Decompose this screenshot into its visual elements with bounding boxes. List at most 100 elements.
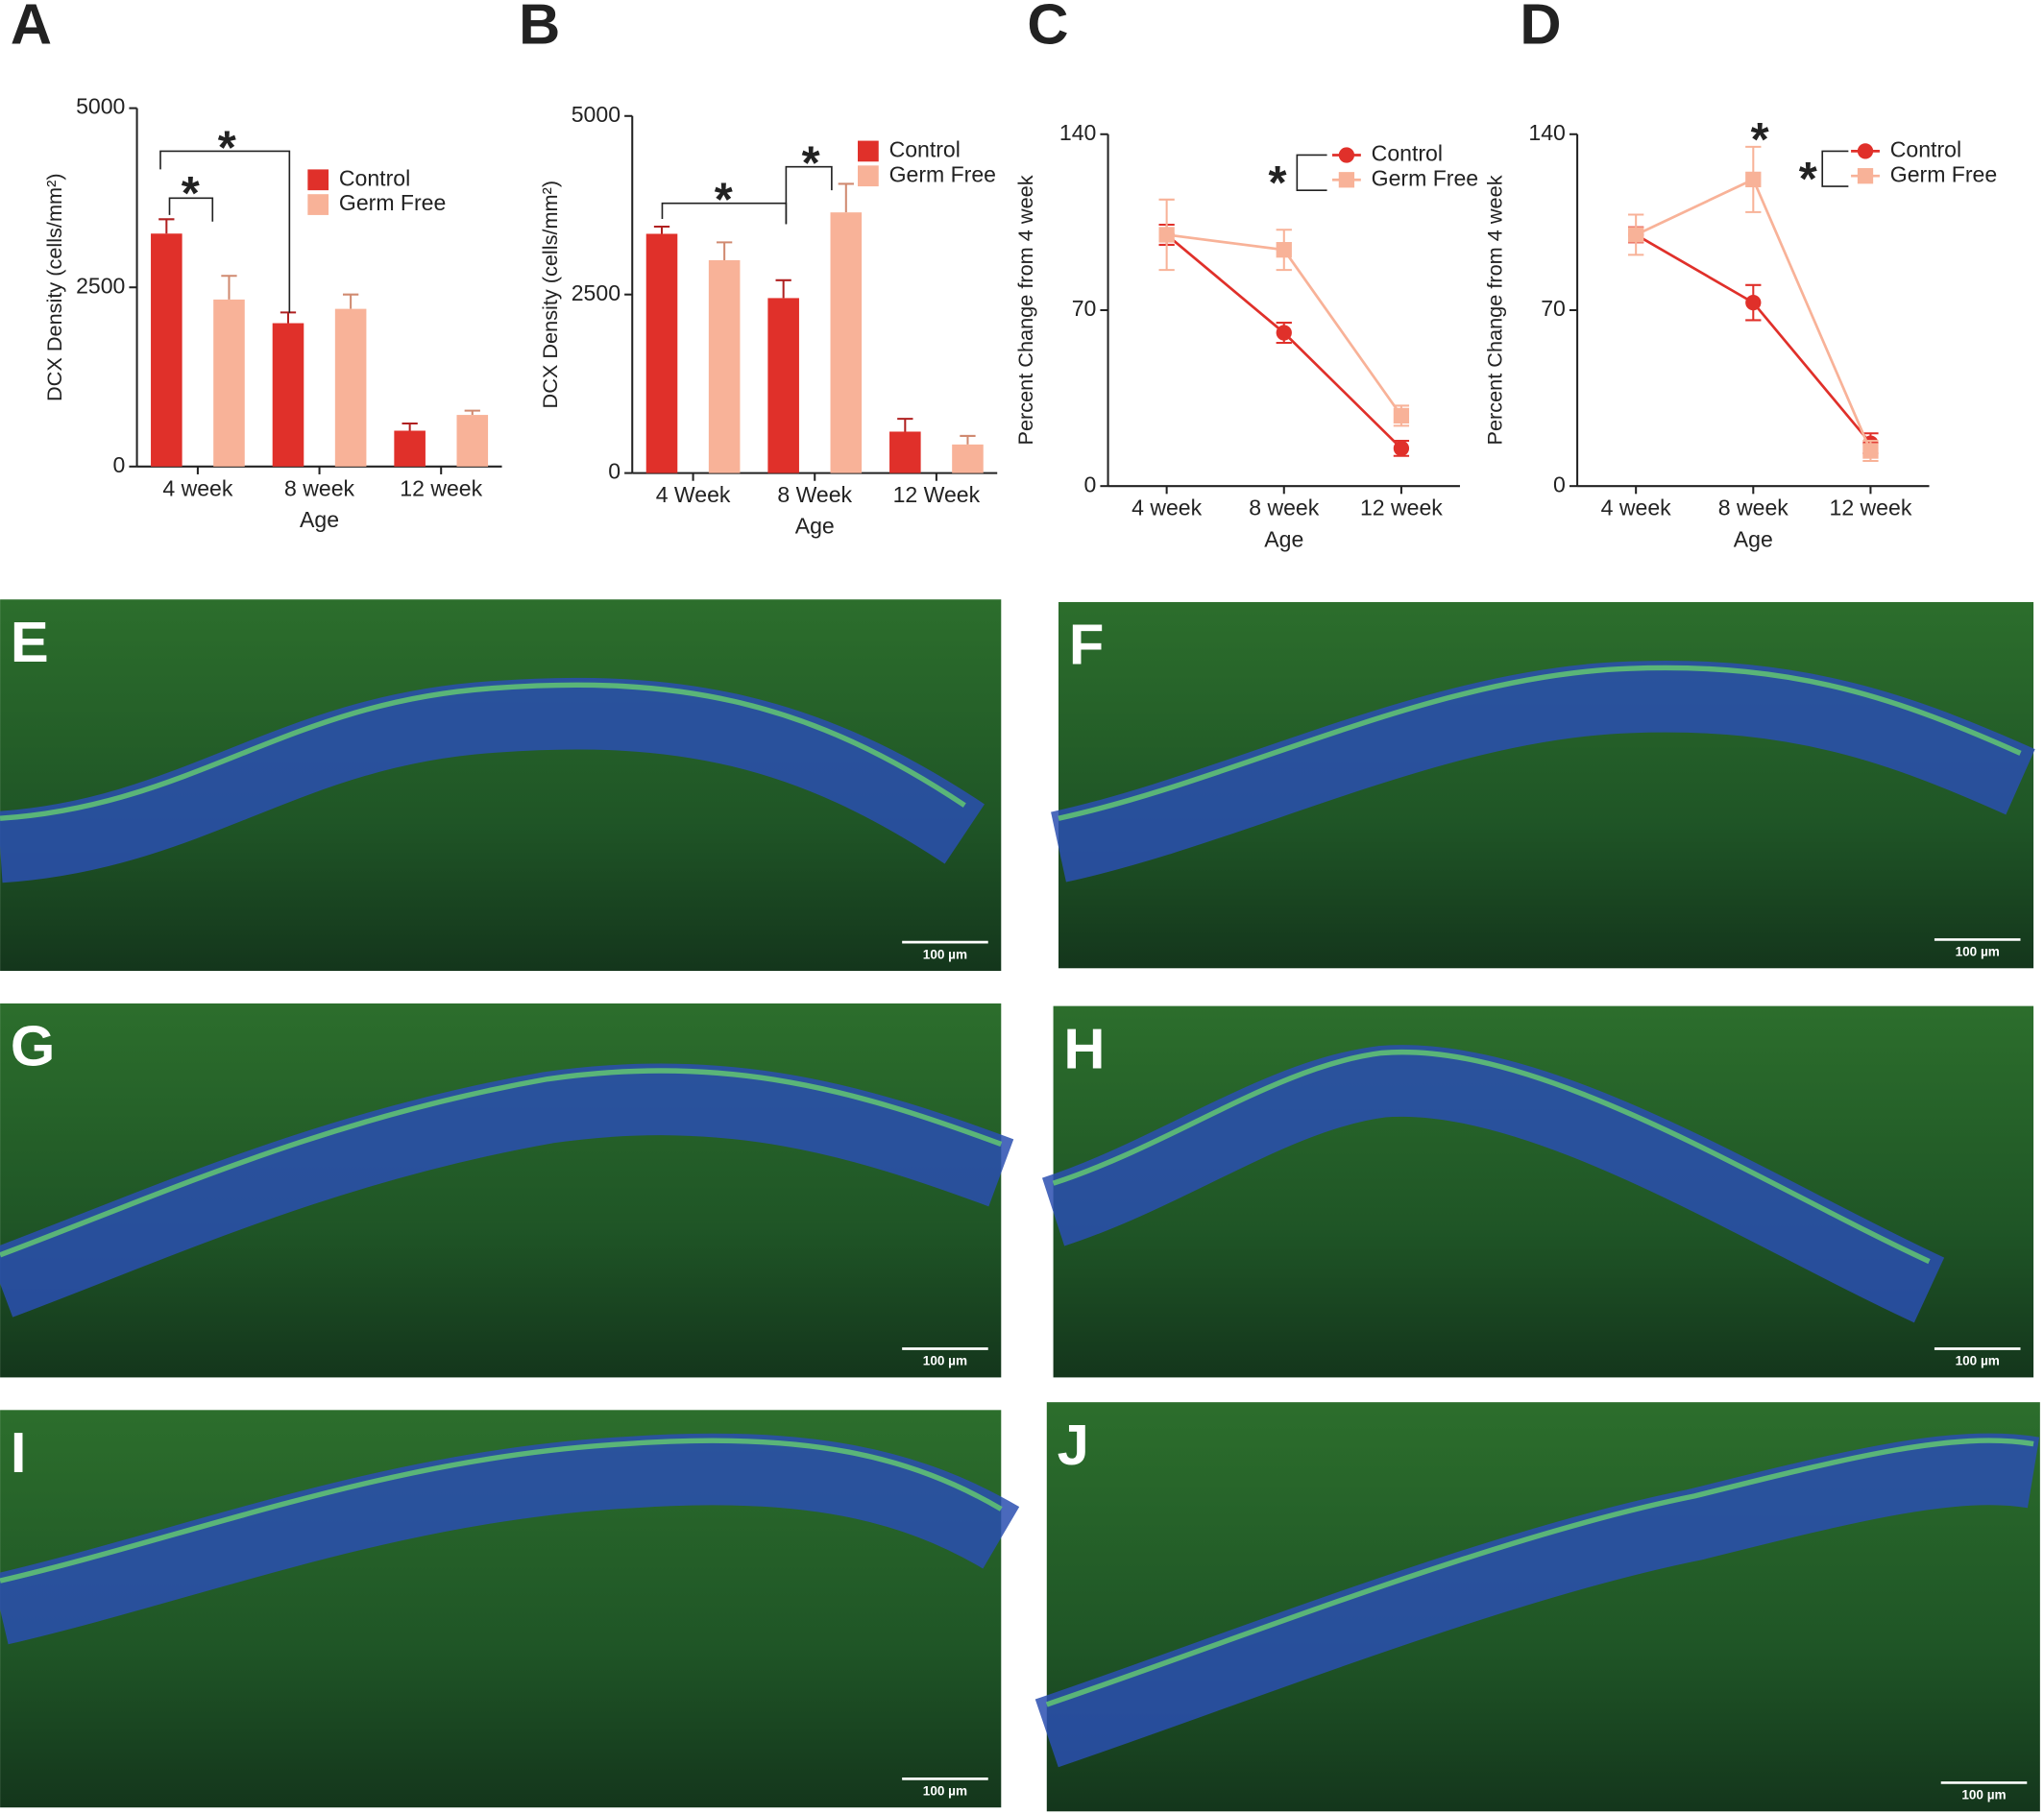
dcx-cells bbox=[0, 1068, 1003, 1258]
error-bar bbox=[717, 241, 733, 260]
bar bbox=[889, 431, 921, 473]
marker bbox=[1276, 325, 1292, 341]
marker bbox=[1862, 443, 1879, 459]
dcx-cells bbox=[1045, 1438, 2034, 1707]
granule-layer bbox=[0, 1063, 1014, 1318]
error-bar bbox=[402, 423, 418, 431]
y-tick-label: 2500 bbox=[572, 280, 620, 305]
x-axis-title: Age bbox=[795, 514, 835, 539]
error-bar bbox=[158, 218, 175, 234]
legend-swatch bbox=[307, 194, 329, 215]
y-tick-label: 0 bbox=[1553, 472, 1566, 496]
bar bbox=[151, 233, 182, 467]
scale-bar-label: 100 µm bbox=[923, 1354, 967, 1368]
legend-swatch bbox=[858, 140, 879, 162]
x-tick-label: 12 week bbox=[1830, 496, 1912, 520]
y-tick-label: 0 bbox=[1084, 472, 1097, 496]
legend-swatch bbox=[858, 165, 879, 187]
scale-bar-label: 100 µm bbox=[1961, 1788, 2006, 1802]
micrograph bbox=[1053, 1005, 2034, 1378]
x-tick-label: 4 week bbox=[1132, 496, 1202, 520]
scale-bar-label: 100 µm bbox=[923, 947, 967, 961]
error-bar bbox=[280, 311, 297, 324]
x-tick-label: 8 week bbox=[1718, 496, 1788, 520]
legend-label: Control bbox=[1890, 137, 1961, 162]
dcx-cells bbox=[0, 1438, 1003, 1584]
chart: D 0 70 140 4 week 8 week 12 week Age Percent Cha… bbox=[1483, 0, 1998, 551]
panel-label: B bbox=[519, 0, 560, 57]
error-bar bbox=[960, 434, 976, 445]
legend-label: Germ Free bbox=[339, 190, 446, 215]
x-axis-title: Age bbox=[1734, 526, 1773, 551]
legend-label: Germ Free bbox=[1372, 165, 1478, 190]
significance-bracket bbox=[1821, 150, 1849, 187]
bar bbox=[272, 323, 304, 467]
legend-marker bbox=[1857, 168, 1874, 184]
y-tick-label: 5000 bbox=[572, 102, 620, 127]
legend-label: Germ Free bbox=[1890, 161, 1997, 186]
bar bbox=[645, 233, 678, 473]
bar bbox=[767, 298, 799, 473]
y-axis-title: Percent Change from 4 week bbox=[1013, 175, 1037, 445]
x-tick-label: 8 Week bbox=[777, 482, 852, 507]
granule-layer bbox=[1051, 661, 2035, 883]
legend-label: Control bbox=[339, 165, 410, 190]
panel-label: J bbox=[1058, 1413, 1089, 1477]
chart: A 0 2500 5000 4 week 8 week 12 week Age DCX Dens… bbox=[11, 0, 502, 532]
panel-label: C bbox=[1027, 0, 1068, 57]
x-axis-title: Age bbox=[300, 507, 339, 532]
y-tick-label: 70 bbox=[1072, 296, 1097, 321]
y-axis-title: Percent Change from 4 week bbox=[1483, 175, 1507, 445]
panel-label: D bbox=[1520, 0, 1561, 57]
significance-bracket bbox=[168, 197, 214, 222]
y-tick-label: 140 bbox=[1059, 120, 1096, 145]
error-bar bbox=[221, 275, 237, 300]
scale-bar-label: 100 µm bbox=[923, 1784, 967, 1799]
dcx-cells bbox=[1052, 1049, 1931, 1265]
bar bbox=[952, 444, 984, 473]
marker bbox=[1628, 227, 1644, 243]
dcx-cells bbox=[0, 682, 966, 821]
marker bbox=[1158, 227, 1175, 243]
legend-label: Germ Free bbox=[889, 161, 996, 186]
x-tick-label: 8 week bbox=[1249, 496, 1319, 520]
bar bbox=[708, 259, 741, 473]
chart: B 0 2500 5000 4 Week 8 Week 12 Week Age DCX Dens… bbox=[519, 0, 998, 539]
error-bar bbox=[775, 278, 791, 299]
y-axis-title: DCX Density (cells/mm²) bbox=[538, 181, 562, 409]
significance-bracket bbox=[159, 150, 291, 313]
error-bar bbox=[464, 409, 480, 416]
x-axis-title: Age bbox=[1264, 526, 1303, 551]
dcx-cells bbox=[1058, 665, 2022, 821]
marker bbox=[1745, 294, 1762, 311]
panel-label: G bbox=[11, 1014, 55, 1078]
x-tick-label: 4 week bbox=[1601, 496, 1671, 520]
bar bbox=[830, 212, 863, 473]
granule-layer bbox=[1034, 1433, 2040, 1768]
x-tick-label: 8 week bbox=[284, 475, 354, 500]
significance-star: * bbox=[802, 138, 820, 190]
scale-bar-label: 100 µm bbox=[1956, 945, 2000, 959]
bar bbox=[334, 308, 367, 467]
granule-layer bbox=[0, 1433, 1020, 1645]
scale-bar-label: 100 µm bbox=[1956, 1354, 2000, 1368]
y-tick-label: 0 bbox=[608, 459, 620, 484]
legend-marker bbox=[1338, 147, 1355, 163]
panel-label: E bbox=[11, 610, 49, 674]
marker bbox=[1745, 171, 1762, 188]
significance-star: * bbox=[1799, 154, 1817, 206]
marker bbox=[1276, 242, 1292, 258]
marker bbox=[1393, 407, 1410, 424]
x-tick-label: 12 week bbox=[400, 475, 482, 500]
legend-marker bbox=[1338, 172, 1355, 188]
chart: C 0 70 140 4 week 8 week 12 week Age Percent Cha… bbox=[1013, 0, 1478, 551]
panel-label: F bbox=[1069, 613, 1104, 677]
legend-label: Control bbox=[889, 137, 961, 162]
significance-bracket bbox=[1296, 154, 1327, 191]
bar bbox=[456, 415, 489, 467]
y-tick-label: 2500 bbox=[76, 273, 125, 298]
x-tick-label: 4 week bbox=[162, 475, 232, 500]
significance-star: * bbox=[182, 168, 200, 220]
